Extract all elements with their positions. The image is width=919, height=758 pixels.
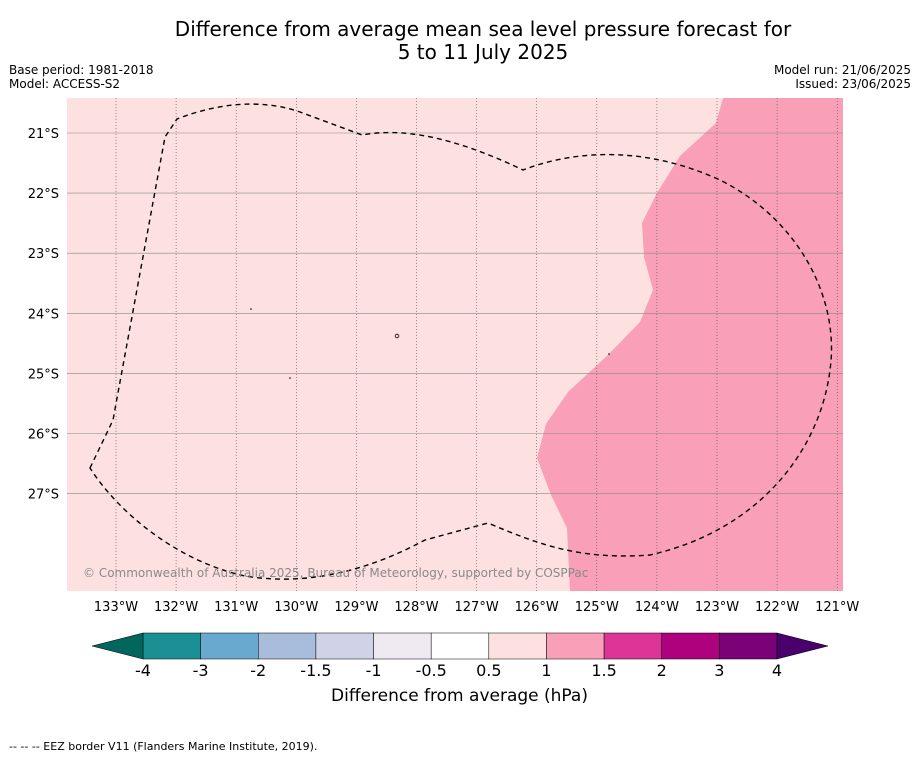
lon-tick-label: 123°W bbox=[695, 600, 739, 615]
island-mark bbox=[250, 308, 252, 310]
colorbar-segment bbox=[200, 632, 259, 660]
lat-tick-label: 27°S bbox=[28, 488, 59, 503]
lon-tick-label: 121°W bbox=[815, 600, 859, 615]
base-period: Base period: 1981-2018 bbox=[9, 63, 154, 77]
island-mark bbox=[289, 377, 291, 379]
colorbar-tick-label: -4 bbox=[135, 661, 151, 680]
lon-tick-label: 124°W bbox=[635, 600, 679, 615]
title-line-2: 5 to 11 July 2025 bbox=[397, 40, 569, 64]
title-line-1: Difference from average mean sea level p… bbox=[174, 17, 792, 41]
lat-tick-label: 26°S bbox=[28, 428, 59, 443]
colorbar-tick-label: 1.5 bbox=[591, 661, 616, 680]
colorbar-segment bbox=[546, 632, 605, 660]
colorbar-segment bbox=[258, 632, 317, 660]
lon-tick-label: 125°W bbox=[575, 600, 619, 615]
lon-tick-label: 122°W bbox=[755, 600, 799, 615]
lat-tick-label: 23°S bbox=[28, 247, 59, 262]
model-run: Model run: 21/06/2025 bbox=[773, 63, 911, 77]
lon-tick-label: 130°W bbox=[274, 600, 318, 615]
grid-lines bbox=[67, 98, 843, 591]
colorbar-under-arrow bbox=[91, 632, 144, 660]
colorbar-tick-label: -1.5 bbox=[300, 661, 331, 680]
colorbar-tick-label: 2 bbox=[657, 661, 667, 680]
colorbar-tick-label: 3 bbox=[714, 661, 724, 680]
lat-tick-label: 22°S bbox=[28, 187, 59, 202]
lon-tick-label: 131°W bbox=[214, 600, 258, 615]
lat-tick-label: 24°S bbox=[28, 307, 59, 322]
lat-tick-label: 25°S bbox=[28, 367, 59, 382]
colorbar-segment bbox=[142, 632, 201, 660]
footer-legend: -- -- -- EEZ border V11 (Flanders Marine… bbox=[9, 740, 318, 753]
colorbar: -4 -3 -2 -1.5 -1 -0.5 0.5 1 1.5 2 3 4 bbox=[91, 632, 829, 680]
lon-tick-label: 126°W bbox=[515, 600, 559, 615]
colorbar-tick-label: 0.5 bbox=[476, 661, 501, 680]
colorbar-tick-label: 4 bbox=[772, 661, 782, 680]
lon-tick-label: 127°W bbox=[455, 600, 499, 615]
colorbar-tick-label: -2 bbox=[250, 661, 266, 680]
colorbar-segment bbox=[315, 632, 374, 660]
colorbar-segment bbox=[661, 632, 720, 660]
lon-tick-label: 129°W bbox=[334, 600, 378, 615]
island-mark bbox=[394, 333, 400, 339]
chart-title: Difference from average mean sea level p… bbox=[0, 18, 919, 64]
colorbar-tick-label: -1 bbox=[366, 661, 382, 680]
island-mark bbox=[608, 353, 610, 355]
colorbar-tick-label: -0.5 bbox=[416, 661, 447, 680]
lat-tick-label: 21°S bbox=[28, 127, 59, 142]
colorbar-segment bbox=[488, 632, 547, 660]
lon-tick-label: 132°W bbox=[154, 600, 198, 615]
colorbar-label: Difference from average (hPa) bbox=[331, 686, 588, 706]
issued-date: Issued: 23/06/2025 bbox=[795, 77, 911, 91]
lon-tick-label: 133°W bbox=[94, 600, 138, 615]
model-name: Model: ACCESS-S2 bbox=[9, 77, 121, 91]
colorbar-segment bbox=[373, 632, 432, 660]
lon-tick-label: 128°W bbox=[394, 600, 438, 615]
colorbar-over-arrow bbox=[776, 632, 829, 660]
meta-left: Base period: 1981-2018 Model: ACCESS-S2 bbox=[9, 63, 154, 91]
anomaly-region-high bbox=[537, 98, 843, 591]
map-figure: © Commonwealth of Australia 2025, Bureau… bbox=[28, 98, 860, 680]
copyright-text: © Commonwealth of Australia 2025, Bureau… bbox=[83, 566, 588, 580]
colorbar-segment bbox=[719, 632, 778, 660]
colorbar-tick-label: 1 bbox=[541, 661, 551, 680]
colorbar-tick-label: -3 bbox=[193, 661, 209, 680]
colorbar-segment bbox=[603, 632, 662, 660]
meta-right: Model run: 21/06/2025 Issued: 23/06/2025 bbox=[774, 63, 911, 91]
colorbar-segment bbox=[430, 632, 490, 660]
axis-tick-labels: 133°W 132°W 131°W 130°W 129°W 128°W 127°W 126°W… bbox=[28, 127, 860, 615]
